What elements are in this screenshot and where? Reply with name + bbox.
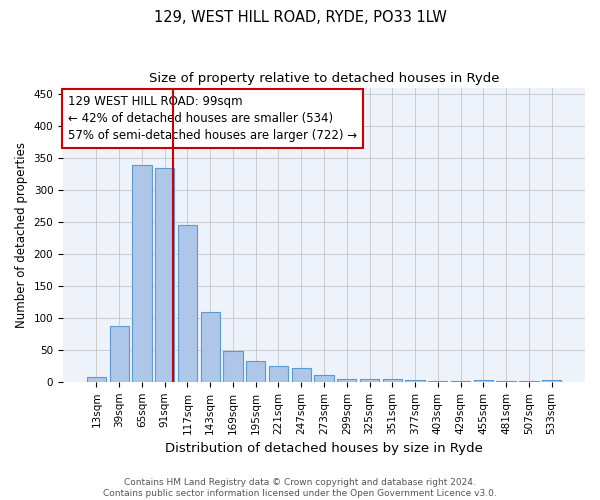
Title: Size of property relative to detached houses in Ryde: Size of property relative to detached ho…: [149, 72, 499, 86]
Bar: [155, 168, 175, 382]
X-axis label: Distribution of detached houses by size in Ryde: Distribution of detached houses by size …: [165, 442, 483, 455]
Bar: [223, 350, 242, 382]
Bar: [132, 164, 152, 382]
Y-axis label: Number of detached properties: Number of detached properties: [15, 142, 28, 328]
Bar: [292, 368, 311, 382]
Bar: [360, 378, 379, 382]
Bar: [519, 381, 539, 382]
Bar: [473, 380, 493, 382]
Text: 129, WEST HILL ROAD, RYDE, PO33 1LW: 129, WEST HILL ROAD, RYDE, PO33 1LW: [154, 10, 446, 25]
Bar: [110, 326, 129, 382]
Bar: [496, 381, 516, 382]
Bar: [200, 312, 220, 382]
Bar: [87, 378, 106, 382]
Bar: [178, 226, 197, 382]
Bar: [246, 362, 265, 382]
Bar: [337, 378, 356, 382]
Bar: [542, 380, 561, 382]
Text: 129 WEST HILL ROAD: 99sqm
← 42% of detached houses are smaller (534)
57% of semi: 129 WEST HILL ROAD: 99sqm ← 42% of detac…: [68, 96, 358, 142]
Bar: [406, 380, 425, 382]
Bar: [451, 381, 470, 382]
Bar: [269, 366, 288, 382]
Bar: [314, 376, 334, 382]
Text: Contains HM Land Registry data © Crown copyright and database right 2024.
Contai: Contains HM Land Registry data © Crown c…: [103, 478, 497, 498]
Bar: [383, 380, 402, 382]
Bar: [428, 380, 448, 382]
